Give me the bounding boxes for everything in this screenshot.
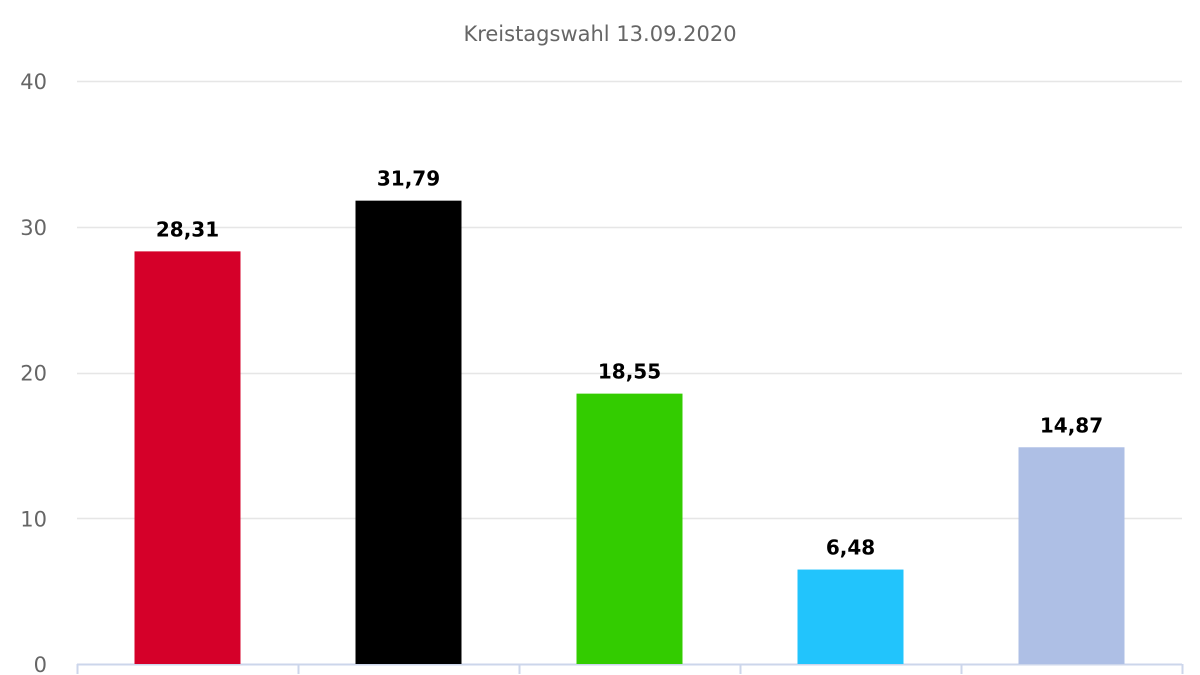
chart-title: Kreistagswahl 13.09.2020	[463, 22, 736, 46]
y-tick-label: 10	[20, 507, 47, 531]
data-label: 31,79	[377, 167, 440, 191]
data-label: 6,48	[826, 536, 875, 560]
bar[interactable]	[1018, 447, 1125, 664]
y-axis-tick-labels: 0 10 20 30 40	[20, 70, 47, 675]
y-tick-label: 30	[20, 216, 47, 240]
x-axis	[76, 663, 1184, 674]
data-label: 14,87	[1040, 413, 1103, 437]
data-labels: 28,31 31,79 18,55 6,48 14,87	[156, 167, 1103, 560]
bars	[134, 200, 1125, 664]
y-tick-label: 20	[20, 362, 47, 386]
y-tick-label: 0	[34, 653, 47, 675]
bar[interactable]	[797, 569, 904, 664]
y-tick-label: 40	[20, 70, 47, 94]
data-label: 28,31	[156, 217, 219, 241]
bar[interactable]	[134, 251, 241, 664]
bar[interactable]	[355, 200, 462, 664]
data-label: 18,55	[598, 360, 661, 384]
bar[interactable]	[576, 393, 683, 664]
